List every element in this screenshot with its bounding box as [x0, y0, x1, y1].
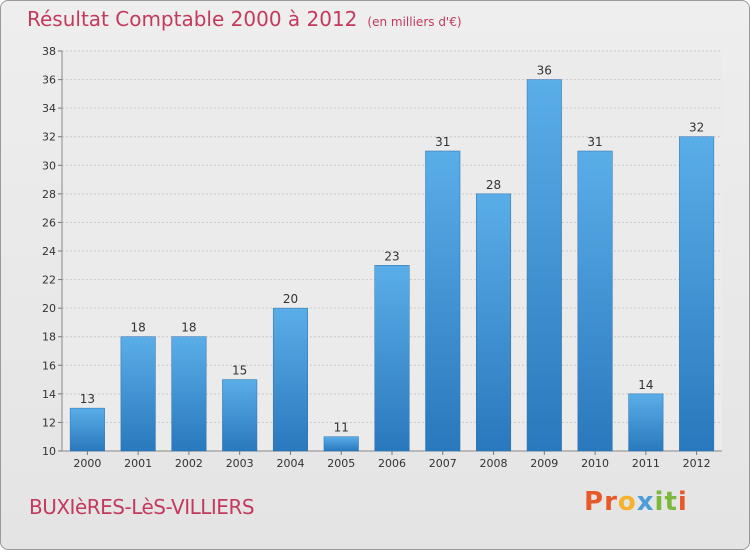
bar-2008 — [476, 193, 512, 452]
x-tick-label: 2010 — [581, 457, 609, 470]
logo-letter: r — [604, 487, 618, 517]
logo-letter: t — [664, 487, 678, 517]
logo-letter: P — [584, 487, 605, 517]
logo-letter: o — [617, 487, 637, 517]
data-label-2012: 32 — [689, 121, 704, 135]
data-label-2008: 28 — [486, 178, 501, 192]
data-label-2003: 15 — [232, 364, 247, 378]
y-tick-label: 14 — [42, 388, 56, 401]
bar-2002 — [171, 336, 207, 452]
chart-title-text: Résultat Comptable 2000 à 2012 — [27, 7, 358, 31]
bar-2000 — [69, 407, 105, 452]
bar-2011 — [628, 393, 664, 452]
data-label-2009: 36 — [537, 64, 552, 78]
y-tick-label: 10 — [42, 445, 56, 458]
x-tick-label: 2001 — [124, 457, 152, 470]
proxiti-logo: Proxiti — [584, 487, 688, 517]
data-label-2000: 13 — [80, 392, 95, 406]
bar-2007 — [425, 150, 461, 452]
logo-letter: x — [636, 487, 655, 517]
y-tick-label: 18 — [42, 331, 56, 344]
y-tick-label: 28 — [42, 188, 56, 201]
chart-title: Résultat Comptable 2000 à 2012 (en millie… — [27, 7, 462, 31]
y-tick-label: 26 — [42, 216, 56, 229]
data-label-2006: 23 — [384, 249, 399, 263]
x-tick-label: 2007 — [429, 457, 457, 470]
x-tick-label: 2005 — [327, 457, 355, 470]
bar-2005 — [323, 436, 359, 452]
y-tick-label: 36 — [42, 74, 56, 87]
x-tick-label: 2011 — [632, 457, 660, 470]
bar-2012 — [679, 136, 715, 452]
bar-2006 — [374, 265, 410, 452]
y-tick-label: 12 — [42, 416, 56, 429]
x-tick-label: 2012 — [683, 457, 711, 470]
y-tick-label: 30 — [42, 159, 56, 172]
bar-2003 — [222, 379, 258, 452]
data-label-2010: 31 — [587, 135, 602, 149]
bar-2004 — [272, 307, 308, 452]
y-tick-label: 20 — [42, 302, 56, 315]
bar-2001 — [120, 336, 156, 452]
y-tick-label: 24 — [42, 245, 56, 258]
data-label-2001: 18 — [131, 321, 146, 335]
x-tick-label: 2003 — [226, 457, 254, 470]
data-label-2005: 11 — [334, 421, 349, 435]
y-tick-label: 34 — [42, 102, 56, 115]
data-label-2007: 31 — [435, 135, 450, 149]
x-tick-label: 2008 — [480, 457, 508, 470]
x-tick-label: 2009 — [530, 457, 558, 470]
logo-letter: i — [677, 487, 688, 517]
data-label-2004: 20 — [283, 292, 298, 306]
data-label-2002: 18 — [181, 321, 196, 335]
y-tick-label: 16 — [42, 359, 56, 372]
bar-2009 — [526, 79, 562, 452]
x-tick-label: 2000 — [73, 457, 101, 470]
chart-unit: (en milliers d'€) — [367, 15, 462, 29]
x-tick-label: 2006 — [378, 457, 406, 470]
logo-letter: i — [654, 487, 665, 517]
y-tick-label: 38 — [42, 45, 56, 58]
y-tick-label: 22 — [42, 274, 56, 287]
x-tick-label: 2004 — [276, 457, 304, 470]
data-label-2011: 14 — [638, 378, 653, 392]
commune-name: BUXIèRES-LèS-VILLIERS — [29, 495, 255, 519]
bar-2010 — [577, 150, 613, 452]
x-tick-label: 2002 — [175, 457, 203, 470]
y-tick-label: 32 — [42, 131, 56, 144]
